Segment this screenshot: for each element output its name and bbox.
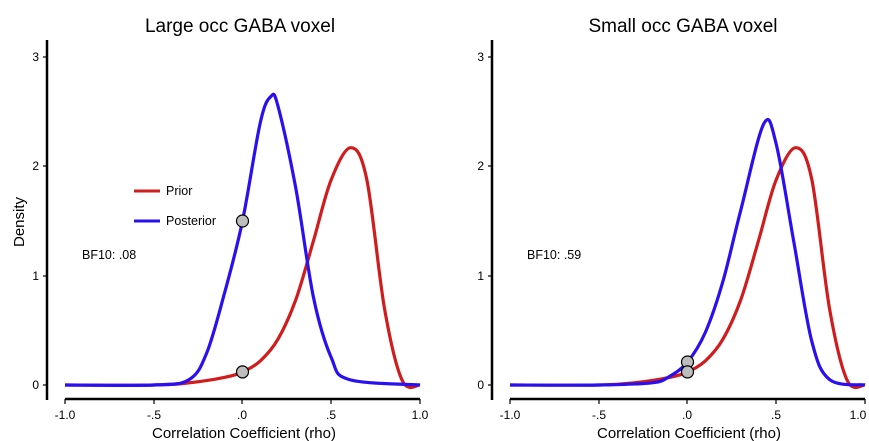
chart-title: Large occ GABA voxel: [145, 16, 335, 37]
panel-small-occ: Small occ GABA voxel Correlation Coeffic…: [477, 16, 866, 441]
x-tick-label: .5: [326, 408, 336, 422]
y-tick-label: 3: [477, 50, 484, 64]
x-ticks: -1.0 -.5 .0 .5 1.0: [55, 399, 429, 422]
x-tick-label: .5: [771, 408, 781, 422]
x-ticks: -1.0 -.5 .0 .5 1.0: [500, 399, 867, 422]
y-tick-label: 3: [32, 50, 39, 64]
y-tick-label: 0: [477, 378, 484, 392]
y-tick-label: 1: [32, 269, 39, 283]
x-tick-label: .0: [682, 408, 692, 422]
chart-title: Small occ GABA voxel: [588, 16, 777, 37]
x-axis-title: Correlation Coefficient (rho): [597, 425, 781, 441]
x-tick-label: .0: [237, 408, 247, 422]
points-layer: [235, 214, 250, 379]
x-tick-label: 1.0: [412, 408, 429, 422]
x-axis-title: Correlation Coefficient (rho): [152, 425, 336, 441]
legend-label-prior: Prior: [166, 184, 192, 198]
x-tick-label: -1.0: [500, 408, 521, 422]
series-layer: [64, 92, 421, 390]
point-at-zero-prior: [680, 365, 695, 379]
series-layer: [509, 117, 866, 390]
series-line-posterior: [509, 117, 866, 387]
panel-large-occ: Large occ GABA voxel Density Correlation…: [11, 16, 429, 441]
legend-label-posterior: Posterior: [166, 214, 216, 228]
x-tick-label: -.5: [147, 408, 161, 422]
y-ticks: 0 1 2 3: [477, 50, 492, 392]
y-tick-label: 0: [32, 378, 39, 392]
x-tick-label: 1.0: [850, 408, 867, 422]
point-at-zero-prior: [235, 365, 250, 379]
y-tick-label: 2: [32, 159, 39, 173]
point-at-zero-posterior: [235, 214, 250, 228]
series-line-posterior: [64, 92, 421, 387]
y-ticks: 0 1 2 3: [32, 50, 47, 392]
series-line-prior: [509, 146, 866, 390]
bayes-factor-label: BF10: .08: [82, 248, 136, 262]
y-axis-title: Density: [11, 196, 28, 247]
x-tick-label: -.5: [592, 408, 606, 422]
x-tick-label: -1.0: [55, 408, 76, 422]
legend: Prior Posterior: [134, 184, 216, 228]
y-tick-label: 1: [477, 269, 484, 283]
bayes-factor-label: BF10: .59: [527, 248, 581, 262]
y-tick-label: 2: [477, 159, 484, 173]
series-line-prior: [64, 146, 421, 390]
points-layer: [680, 355, 695, 379]
